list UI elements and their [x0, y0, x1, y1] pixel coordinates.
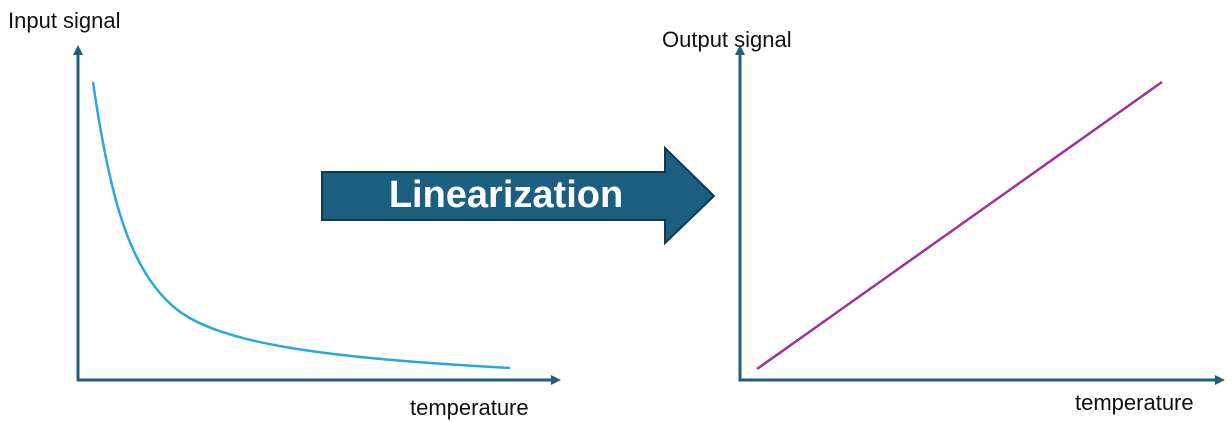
curve: [91, 81, 511, 370]
y-label: Input signal: [8, 8, 121, 33]
right-plot: Output signal temperature: [662, 27, 1225, 415]
arrow-label: Linearization: [389, 174, 623, 216]
x-label: temperature: [410, 395, 529, 420]
x-label: temperature: [1075, 390, 1194, 415]
y-label: Output signal: [662, 27, 792, 52]
left-plot: Input signal temperature: [8, 8, 561, 420]
arrow: Linearization: [321, 145, 716, 246]
arrow-shape: [321, 145, 716, 246]
line: [756, 80, 1163, 371]
